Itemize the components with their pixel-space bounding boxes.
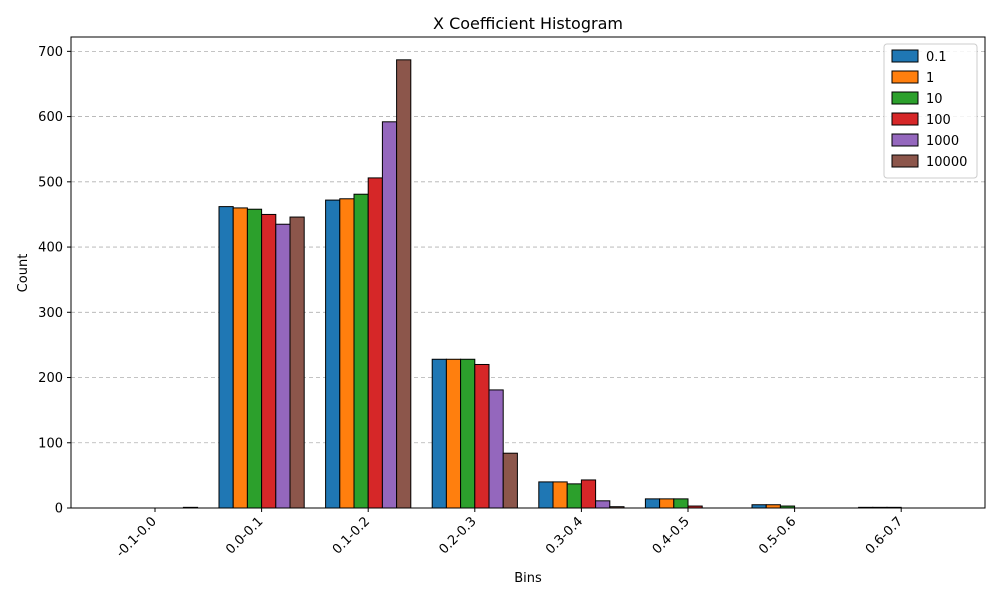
y-tick-label: 400 [38,241,63,256]
chart-title: X Coefficient Histogram [433,14,623,33]
y-axis-label: Count [16,254,31,293]
legend-swatch [891,112,919,126]
legend-label: 10 [926,92,943,107]
legend-label: 1 [926,71,934,86]
y-tick-label: 300 [38,306,63,321]
bar [488,389,504,509]
bar [659,498,675,509]
legend-label: 10000 [926,155,967,170]
legend-swatch [891,91,919,105]
bar [325,199,341,509]
bar [246,208,263,509]
bar [502,452,518,509]
bar [673,498,689,509]
legend-label: 100 [926,113,951,128]
bar [580,479,597,509]
y-tick-label: 600 [38,110,63,125]
bar [460,358,476,509]
y-tick-label: 500 [38,175,63,190]
bar [552,481,568,509]
legend-label: 0.1 [926,50,947,65]
bar [595,500,611,509]
x-axis-label: Bins [514,571,542,586]
bar [353,193,369,509]
legend: 0.1 1 10 100 1000 10000 [883,43,978,179]
bar [218,206,234,509]
bar [538,481,554,509]
legend-swatch [891,49,919,63]
bar [566,483,582,509]
bar [431,358,447,509]
legend-label: 1000 [926,134,959,149]
plot-frame [70,36,986,509]
y-tick-label: 700 [38,45,63,60]
y-tick-label: 0 [55,502,63,517]
legend-swatch [891,133,919,147]
bar [339,198,355,509]
legend-swatch [891,154,919,168]
bars [182,59,902,509]
bar [644,498,661,509]
y-tick-label: 200 [38,371,63,386]
bar [275,223,291,509]
y-tick-label: 100 [38,436,63,451]
bar [367,177,383,509]
bar [474,363,490,509]
bar [261,213,277,509]
bar [396,59,412,509]
legend-swatch [891,70,919,84]
bar [381,121,398,509]
bar [232,207,248,509]
bar [289,216,305,509]
bar [445,358,462,509]
